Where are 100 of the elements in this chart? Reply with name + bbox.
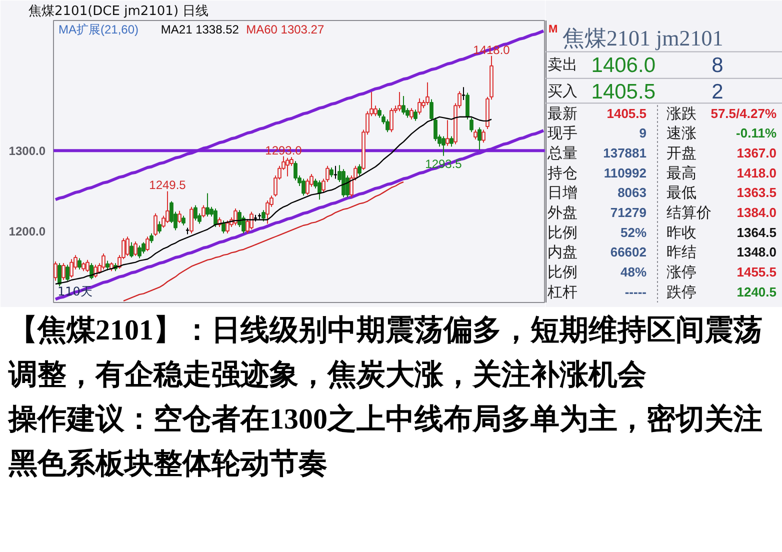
candlestick [134, 240, 138, 256]
text: 1405.5 [606, 106, 647, 121]
line-series [122, 181, 404, 302]
candlestick [226, 220, 230, 234]
candlestick [474, 129, 478, 140]
candlestick [182, 215, 186, 226]
y-tick-label: 1300.0 [8, 144, 46, 158]
text: -0.11% [736, 126, 777, 141]
candlestick [146, 236, 150, 252]
candlestick [461, 86, 466, 101]
text: 买入 [548, 82, 578, 100]
candlestick [342, 168, 346, 198]
text: 最新 [548, 104, 578, 122]
text: MA21 1338.52 [160, 22, 240, 36]
candlestick [106, 260, 110, 271]
text: 137881 [603, 145, 647, 160]
candlestick [222, 220, 226, 234]
text: 52% [620, 224, 647, 240]
candlestick [86, 259, 90, 272]
text: 昨结 [666, 243, 696, 262]
candlestick [426, 82, 430, 106]
text: 结算价 [666, 203, 712, 222]
text: 1406.0 [591, 54, 656, 78]
text: 最高 [666, 164, 696, 182]
text: 71279 [610, 204, 647, 220]
text: 110992 [604, 165, 647, 180]
annotation: 1249.5 [149, 178, 186, 192]
text: 跌停 [666, 282, 696, 301]
candlestick [402, 96, 406, 115]
candlestick [234, 208, 238, 226]
candlestick [194, 204, 198, 222]
candlestick [446, 120, 450, 146]
text: 1384.0 [736, 204, 777, 220]
text: 操作建议：空仓者在1300之上中线布局多单为主，密切关注 [8, 402, 762, 436]
text: 48% [620, 264, 647, 280]
candlestick [358, 164, 362, 176]
text: 【焦煤2101】：日线级别中期震荡偏多，短期维持区间震荡 [8, 314, 762, 346]
candlestick [386, 118, 390, 133]
text: 速涨 [666, 124, 696, 142]
candlestick [330, 167, 334, 178]
candlestick [126, 236, 130, 256]
text: 最低 [666, 184, 696, 202]
candlestick [374, 105, 378, 117]
candlestick [306, 178, 310, 196]
text: 杠杆 [546, 282, 578, 301]
candlestick [390, 108, 394, 133]
text: 比例 [548, 263, 578, 282]
candlestick [178, 210, 182, 224]
candlestick [102, 252, 106, 270]
candlestick [466, 92, 470, 120]
candlestick [482, 129, 486, 144]
candlestick [318, 180, 322, 200]
text: 1405.5 [591, 80, 656, 104]
text: 调整，有企稳走强迹象，焦炭大涨，关注补涨机会 [8, 358, 646, 391]
candlestick [302, 178, 306, 196]
candlestick [206, 192, 210, 218]
candlestick [70, 258, 74, 278]
text: M [548, 23, 558, 36]
text: 焦煤2101 jm2101 [562, 25, 724, 50]
text: 比例 [548, 223, 578, 242]
text: 外盘 [548, 203, 578, 222]
text: 1240.5 [736, 284, 777, 300]
text: 现手 [548, 124, 578, 142]
candlestick [398, 92, 402, 112]
text: 开盘 [666, 144, 696, 162]
text: MA60 1303.27 [246, 22, 324, 36]
candlestick [450, 136, 454, 148]
text: 57.5/4.27% [710, 106, 777, 121]
candlestick [94, 264, 98, 278]
candlestick [346, 175, 350, 198]
text: 1418.0 [736, 165, 777, 180]
candlestick [78, 258, 82, 270]
text: 1455.5 [736, 264, 777, 280]
candlestick [150, 232, 154, 244]
candlestick [62, 262, 66, 281]
text: 1367.0 [736, 145, 777, 160]
text: 9 [639, 126, 647, 141]
candlestick [286, 157, 290, 177]
text: 8 [712, 54, 724, 78]
candlestick [333, 165, 338, 180]
text: 1363.5 [736, 185, 777, 200]
text: 66602 [610, 244, 647, 260]
candlestick [202, 204, 206, 218]
text: 卖出 [548, 56, 578, 74]
candlestick [410, 108, 414, 120]
chart-title: 焦煤2101(DCE jm2101) 日线 [28, 4, 209, 19]
candlestick [418, 98, 422, 115]
text: 8063 [618, 185, 646, 200]
candlestick [266, 200, 270, 224]
candlestick [190, 206, 194, 234]
text: 总量 [546, 144, 578, 162]
candlestick [154, 212, 158, 236]
candlestick [58, 262, 62, 287]
candlestick [214, 208, 218, 228]
candlestick [158, 220, 162, 234]
candlestick [442, 136, 446, 156]
text: 1364.5 [736, 224, 777, 240]
candlestick [90, 262, 94, 280]
candlestick [478, 126, 482, 150]
legend-title: MA扩展(21,60) [58, 22, 139, 36]
